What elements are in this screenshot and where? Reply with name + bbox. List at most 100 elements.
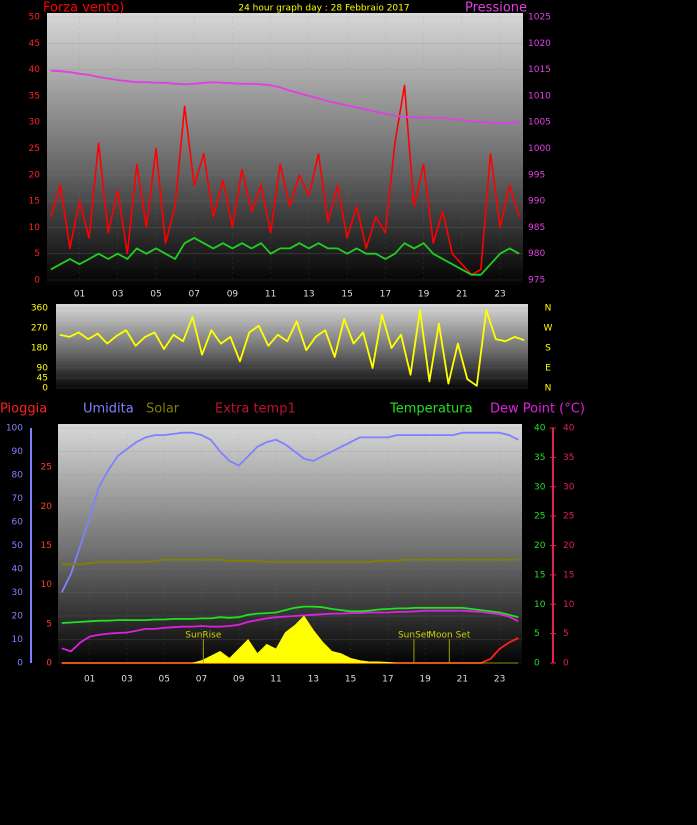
y2-tick-label: N [545, 304, 552, 314]
y2-tick-label: E [545, 364, 551, 374]
y3-tick-label: 15 [534, 570, 545, 580]
legend-label: Solar [146, 402, 180, 417]
y2-tick-label: N [545, 384, 552, 394]
y-tick-label: 360 [31, 304, 48, 314]
y-tick-label: 15 [29, 197, 40, 207]
y2-tick-label: 985 [528, 223, 545, 233]
x-tick-label: 07 [196, 675, 207, 685]
x-tick-label: 21 [457, 675, 468, 685]
y3-tick-label: 35 [534, 453, 545, 463]
x-tick-label: 11 [265, 290, 276, 300]
y4-tick-label: 5 [563, 629, 569, 639]
annotation: SunRise [185, 631, 222, 641]
y3-tick-label: 0 [534, 659, 540, 669]
y3-tick-label: 40 [534, 424, 546, 434]
y2-tick-label: 1000 [528, 144, 551, 154]
y2-tick-label: 1020 [528, 39, 551, 49]
y2-tick-label: 5 [46, 619, 52, 629]
y-tick-label: 180 [31, 344, 48, 354]
plot-area [58, 424, 522, 667]
y-tick-label: 50 [29, 13, 41, 23]
y3-tick-label: 10 [534, 600, 546, 610]
y-tick-label: 80 [12, 471, 24, 481]
y-tick-label: 0 [42, 384, 48, 394]
legend-label: Pioggia [0, 402, 47, 417]
y-tick-label: 10 [29, 223, 41, 233]
y2-tick-label: 20 [41, 502, 53, 512]
y2-tick-label: 1010 [528, 91, 551, 101]
y3-tick-label: 5 [534, 629, 540, 639]
y3-tick-label: 25 [534, 512, 545, 522]
y-tick-label: 90 [12, 447, 24, 457]
y-tick-label: 20 [29, 170, 41, 180]
y-tick-label: 100 [6, 424, 23, 434]
y-tick-label: 45 [29, 39, 40, 49]
y-tick-label: 40 [29, 65, 41, 75]
x-tick-label: 21 [456, 290, 467, 300]
y2-tick-label: 10 [41, 580, 53, 590]
y-tick-label: 0 [17, 659, 23, 669]
x-tick-label: 17 [382, 675, 393, 685]
y4-tick-label: 20 [563, 541, 575, 551]
x-tick-label: 03 [112, 290, 123, 300]
y4-tick-label: 15 [563, 570, 574, 580]
legend-label: Extra temp1 [215, 402, 296, 417]
y2-tick-label: 990 [528, 197, 545, 207]
x-tick-label: 19 [418, 290, 430, 300]
x-tick-label: 01 [74, 290, 85, 300]
series-line [61, 558, 519, 566]
x-tick-label: 15 [345, 675, 356, 685]
area [61, 615, 519, 664]
y-tick-label: 45 [37, 374, 48, 384]
series-line [61, 605, 519, 624]
legend-label: Umidita [83, 402, 134, 417]
y-tick-label: 5 [34, 249, 40, 259]
chart-title: 24 hour graph day : 28 Febbraio 2017 [238, 4, 409, 14]
y-tick-label: 10 [12, 635, 24, 645]
x-tick-label: 11 [270, 675, 281, 685]
x-tick-label: 13 [308, 675, 319, 685]
x-tick-label: 05 [150, 290, 161, 300]
y4-tick-label: 40 [563, 424, 575, 434]
series-line [50, 69, 520, 125]
annotation: Moon Set [428, 631, 471, 641]
x-tick-label: 17 [380, 290, 391, 300]
y-tick-label: 270 [31, 324, 48, 334]
x-tick-label: 03 [121, 675, 132, 685]
x-tick-label: 01 [84, 675, 95, 685]
plot-area [47, 13, 523, 287]
y2-tick-label: 15 [41, 541, 52, 551]
x-tick-label: 07 [188, 290, 199, 300]
series-line [50, 237, 520, 276]
y-tick-label: 60 [12, 518, 24, 528]
x-tick-label: 05 [158, 675, 169, 685]
x-tick-label: 15 [341, 290, 352, 300]
series-line [59, 309, 525, 387]
y2-tick-label: S [545, 344, 551, 354]
x-tick-label: 23 [494, 675, 505, 685]
y2-tick-label: 1005 [528, 118, 551, 128]
y3-tick-label: 30 [534, 482, 546, 492]
y2-tick-label: 975 [528, 276, 545, 286]
y4-tick-label: 30 [563, 482, 575, 492]
x-tick-label: 09 [233, 675, 245, 685]
legend-label: Temperatura [389, 402, 473, 417]
y-tick-label: 25 [29, 144, 40, 154]
y2-tick-label: 980 [528, 249, 545, 259]
y-tick-label: 40 [12, 565, 24, 575]
y4-tick-label: 0 [563, 659, 569, 669]
y2-tick-label: 1015 [528, 65, 551, 75]
y4-tick-label: 10 [563, 600, 575, 610]
y2-tick-label: 0 [46, 659, 52, 669]
x-tick-label: 13 [303, 290, 314, 300]
legend-label: Pressione [465, 1, 527, 16]
series-line [61, 609, 519, 653]
y-tick-label: 30 [29, 118, 41, 128]
series-line [50, 84, 520, 276]
y3-tick-label: 20 [534, 541, 546, 551]
y-tick-label: 90 [37, 364, 49, 374]
x-tick-label: 23 [494, 290, 505, 300]
y-tick-label: 50 [12, 541, 24, 551]
